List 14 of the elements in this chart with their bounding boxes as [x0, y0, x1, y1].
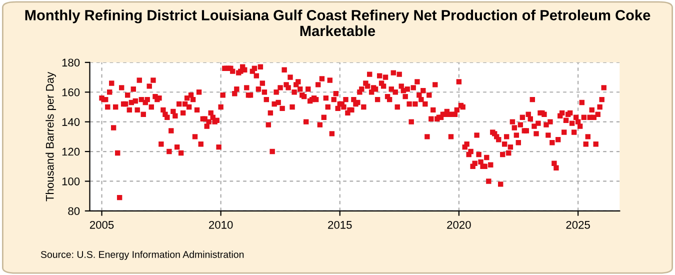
- x-tick-label: 2020: [447, 220, 471, 229]
- x-tick-label: 2015: [328, 220, 352, 229]
- source-note: Source: U.S. Energy Information Administration: [40, 250, 244, 260]
- y-tick-label: 140: [62, 118, 80, 126]
- x-tick-label: 2005: [90, 220, 114, 229]
- x-tick-label: 2010: [209, 220, 233, 229]
- y-tick-label: 120: [62, 148, 80, 156]
- y-tick-label: 100: [62, 177, 80, 186]
- x-tick-label: 2025: [566, 220, 590, 229]
- y-axis-title: Thousand Barrels per Day: [46, 72, 56, 202]
- y-tick-label: 160: [62, 88, 80, 96]
- y-tick-label: 80: [68, 207, 80, 216]
- chart-title: Monthly Refining District Louisiana Gulf Coast Refinery Net Production of Petroleum Coke Marketable: [25, 10, 650, 36]
- y-tick-label: 180: [62, 58, 80, 67]
